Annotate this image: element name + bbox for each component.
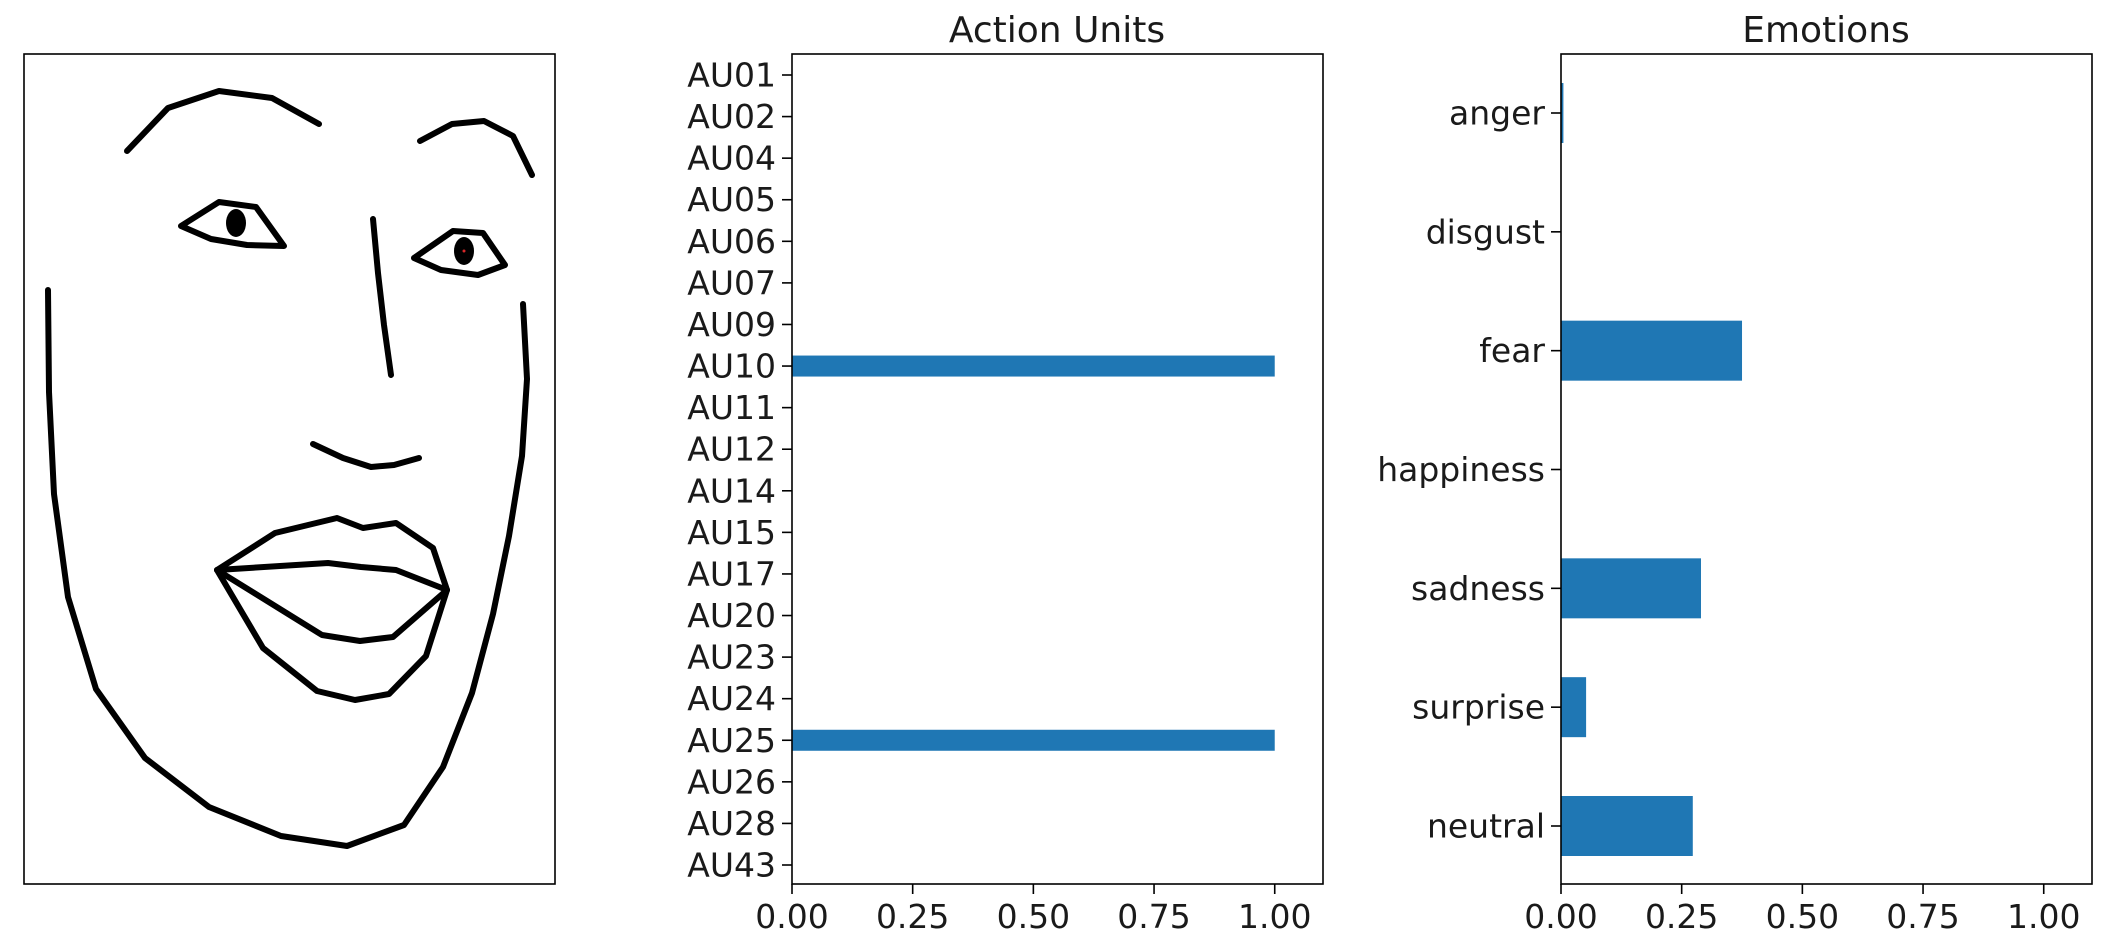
y-tick-label: AU43 (687, 846, 776, 885)
right-pupil-highlight (462, 249, 466, 253)
emotions-chart-title: Emotions (1742, 10, 1910, 51)
bar-anger (1561, 83, 1564, 143)
y-tick-label: AU17 (687, 554, 776, 593)
y-tick-label: fear (1479, 331, 1545, 370)
x-tick-label: 0.00 (755, 897, 828, 936)
upper-inner-lip (214, 560, 450, 593)
nose-base (310, 441, 422, 470)
emotions-plot-frame (1560, 53, 2093, 885)
y-tick-label: AU05 (687, 180, 776, 219)
x-tick-label: 1.00 (1238, 897, 1311, 936)
right-eyebrow (417, 118, 535, 178)
y-tick-label: AU25 (687, 721, 776, 760)
au-chart-title: Action Units (949, 10, 1165, 51)
left-eyebrow (124, 88, 322, 154)
bar-surprise (1561, 677, 1587, 738)
y-tick-label: AU11 (687, 388, 776, 427)
au-x-ticks: 0.00 0.25 0.50 0.75 1.00 (755, 884, 1311, 936)
emotion-x-ticks: 0.00 0.25 0.50 0.75 1.00 (1524, 884, 2080, 936)
y-tick-label: AU28 (687, 804, 776, 843)
y-tick-label: AU01 (687, 56, 776, 95)
x-tick-label: 0.75 (1117, 897, 1190, 936)
x-tick-label: 0.50 (997, 897, 1070, 936)
au-bars (792, 355, 1275, 751)
y-tick-label: neutral (1427, 807, 1545, 846)
x-tick-label: 0.25 (1645, 897, 1718, 936)
y-tick-label: AU26 (687, 762, 776, 801)
x-tick-label: 0.75 (1886, 897, 1959, 936)
left-eye (178, 199, 287, 249)
right-eye (411, 228, 508, 278)
y-tick-label: disgust (1426, 212, 1545, 251)
y-tick-label: anger (1449, 94, 1545, 133)
x-tick-label: 0.00 (1524, 897, 1597, 936)
y-tick-label: surprise (1412, 688, 1545, 727)
y-tick-label: AU15 (687, 513, 776, 552)
bar-au10 (792, 355, 1275, 377)
lower-inner-lip (214, 567, 450, 644)
y-tick-label: AU06 (687, 222, 776, 261)
jaw-line (45, 287, 530, 849)
x-tick-label: 0.50 (1766, 897, 1839, 936)
y-tick-label: AU04 (687, 139, 776, 178)
y-tick-label: AU09 (687, 305, 776, 344)
emotion-y-ticks: anger disgust fear happiness sadness surprise… (1377, 94, 1561, 846)
y-tick-label: AU23 (687, 638, 776, 677)
y-tick-label: happiness (1377, 450, 1545, 489)
y-tick-label: AU07 (687, 263, 776, 302)
bar-fear (1561, 320, 1743, 381)
bar-neutral (1561, 796, 1693, 856)
left-pupil (226, 209, 246, 237)
face-panel (23, 53, 556, 885)
action-units-panel: Action Units AU01AU02AU04AU05AU06AU07AU0… (687, 10, 1324, 936)
emotions-panel: Emotions anger disgust fear happiness sadnes… (1377, 10, 2093, 936)
au-y-ticks: AU01AU02AU04AU05AU06AU07AU09AU10AU11AU12… (687, 56, 792, 885)
outer-lips (214, 515, 450, 703)
y-tick-label: AU12 (687, 430, 776, 469)
emotion-bars (1561, 83, 1743, 856)
x-tick-label: 0.25 (876, 897, 949, 936)
bar-au25 (792, 729, 1275, 751)
au-plot-frame (791, 53, 1324, 885)
bar-sadness (1561, 558, 1701, 619)
y-tick-label: AU14 (687, 471, 776, 510)
face-drawing (45, 88, 535, 849)
x-tick-label: 1.00 (2007, 897, 2080, 936)
y-tick-label: AU20 (687, 596, 776, 635)
y-tick-label: AU02 (687, 97, 776, 136)
y-tick-label: AU24 (687, 679, 776, 718)
face-panel-frame (23, 53, 556, 885)
y-tick-label: sadness (1411, 569, 1545, 608)
y-tick-label: AU10 (687, 347, 776, 386)
nose-bridge (370, 216, 394, 378)
